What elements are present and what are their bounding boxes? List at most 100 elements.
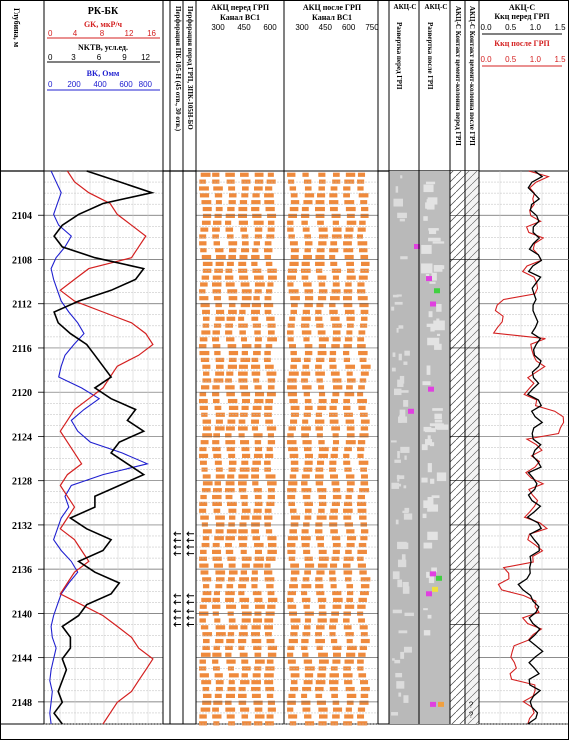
akc-before-wave-segment	[264, 254, 272, 260]
akc-before-wave-segment	[238, 419, 246, 424]
akc-after-wave-segment	[329, 254, 336, 260]
akc-after-wave-segment	[315, 632, 322, 637]
akc-after-wave-segment	[345, 419, 355, 424]
akc-before-wave-segment	[251, 261, 258, 267]
akc-after-wave-segment	[317, 296, 327, 301]
akc-after-wave-segment	[343, 302, 353, 308]
depth-tick-label: 2120	[12, 388, 32, 399]
akc-after-wave-segment	[315, 364, 322, 369]
akc-after-wave-segment	[344, 604, 355, 609]
akc-after-wave-segment	[345, 206, 356, 212]
akc-before-wave-segment	[215, 261, 224, 267]
akc-before-wave-segment	[213, 590, 220, 596]
akcc-anomaly	[408, 408, 414, 414]
akc-before-wave-segment	[199, 501, 208, 507]
akc-before-wave-segment	[200, 515, 209, 520]
akc-before-wave-segment	[199, 179, 206, 184]
nktb-tick-label: 3	[71, 53, 76, 62]
akc-before-wave-segment	[200, 357, 210, 363]
akc-before-wave-segment	[215, 206, 223, 212]
nktb-scale-ticks: 0 3 6 9 12	[48, 53, 151, 62]
akc-before-wave-segment	[238, 645, 245, 651]
akc-after-wave-segment	[301, 206, 309, 212]
akc-after-wave-segment	[315, 577, 323, 582]
kcc-after-label: Ккц после ГРП	[494, 39, 550, 48]
nktb-tick-label: 9	[122, 53, 127, 62]
akcc-anomaly	[436, 575, 442, 581]
akc-before-wave-segment	[267, 707, 276, 712]
akc-after-wave-segment	[290, 632, 298, 637]
akc-before-wave-segment	[267, 385, 275, 390]
akcc-1-light-patch	[392, 609, 402, 614]
akc-before-wave-segment	[202, 474, 211, 479]
akc-after-wave-segment	[301, 590, 308, 596]
akc-after-wave-segment	[301, 638, 309, 644]
akc-before-wave-segment	[201, 412, 208, 417]
akcc-1-light-patch	[399, 409, 406, 417]
akc-after-wave-segment	[359, 625, 368, 630]
akc-before-wave-segment	[226, 392, 235, 397]
akc-before-wave-segment	[238, 206, 248, 212]
akc-after-wave-segment	[332, 392, 340, 397]
akc-before-wave-segment	[226, 529, 237, 534]
akc-before-wave-segment	[253, 488, 262, 493]
akc-after-wave-segment	[290, 296, 300, 301]
akc-after-wave-segment	[331, 693, 338, 699]
akc-after-tick: 450	[319, 23, 333, 32]
akc-before-wave-segment	[254, 659, 265, 664]
akc-after-wave-segment	[318, 227, 328, 232]
akc-before-wave-segment	[241, 350, 248, 356]
akc-after-wave-segment	[316, 515, 327, 520]
akc-before-wave-segment	[202, 700, 212, 705]
track-separators	[43, 0, 480, 724]
akcc-1-light-patch	[397, 559, 407, 568]
akc-after-wave-segment	[343, 193, 350, 198]
akc-after-wave-segment	[318, 508, 325, 513]
akc-after-wave-segment	[332, 227, 342, 232]
akc-before-wave-segment	[215, 632, 226, 637]
akc-after-wave-segment	[301, 481, 308, 486]
akc-after-wave-segment	[287, 378, 297, 383]
akc-after-wave-segment	[288, 213, 298, 219]
akc-before-wave-segment	[252, 213, 262, 219]
akc-before-wave-segment	[228, 412, 239, 417]
akc-after-wave-segment	[332, 604, 342, 609]
akcc-2-light-patch	[434, 343, 442, 350]
akc-after-wave-segment	[304, 556, 313, 561]
akc-after-wave-segment	[318, 714, 328, 719]
akc-after-wave-segment	[360, 638, 370, 644]
akc-before-wave-segment	[228, 357, 237, 363]
akcc-1-light-patch	[395, 672, 403, 678]
akc-before-wave-segment	[266, 638, 275, 644]
akc-after-wave-segment	[329, 680, 339, 685]
akc-after-wave-segment	[360, 590, 369, 596]
akc-after-wave	[287, 172, 371, 726]
akc-after-wave-segment	[290, 680, 298, 685]
akc-after-wave-segment	[317, 330, 326, 335]
akc-before-wave-segment	[253, 508, 262, 513]
akc-before-wave-segment	[264, 673, 274, 678]
akc-before-wave-segment	[238, 364, 248, 369]
akc-before-wave-segment	[239, 330, 246, 335]
akc-after-ticks: 300 450 600 750	[295, 23, 379, 32]
akc-after-tick: 600	[342, 23, 356, 32]
akc-before-wave-segment	[215, 680, 224, 685]
akc-before-wave-segment	[266, 316, 275, 321]
akc-before-wave-segment	[215, 248, 224, 253]
akc-after-wave-segment	[288, 714, 298, 719]
akc-after-wave-segment	[344, 680, 353, 685]
akc-before-wave-segment	[241, 556, 252, 561]
contact-before-hatch	[450, 171, 465, 724]
akc-after-wave-segment	[329, 350, 337, 356]
akc-before-wave-segment	[241, 392, 251, 397]
akc-after-tick: 300	[295, 23, 309, 32]
akcc-anomaly	[430, 301, 436, 307]
akc-before-wave-segment	[225, 549, 234, 555]
akc-after-wave-segment	[315, 206, 325, 212]
akc-before-wave-segment	[215, 474, 225, 479]
akc-after-wave-segment	[304, 398, 312, 404]
akc-before-wave-segment	[227, 686, 236, 692]
akc-before-wave-segment	[199, 234, 207, 239]
akc-before-wave-segment	[225, 707, 236, 712]
akc-before-wave-segment	[253, 563, 264, 568]
